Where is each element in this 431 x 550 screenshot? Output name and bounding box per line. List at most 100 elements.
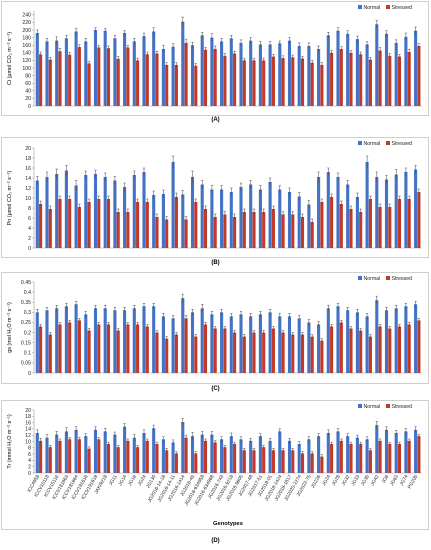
normal-bar	[161, 316, 165, 373]
x-tick-label: JG33	[350, 474, 361, 487]
normal-bar	[375, 425, 379, 473]
normal-bar	[239, 314, 243, 373]
y-tick-label: 14	[25, 176, 31, 182]
stressed-bar	[223, 447, 227, 473]
normal-bar	[93, 308, 98, 373]
y-tick-label: 140	[22, 51, 31, 57]
y-tick-label: 12	[25, 433, 31, 439]
stressed-bar	[87, 63, 91, 106]
stressed-bar	[310, 453, 314, 473]
stressed-bar	[262, 212, 266, 248]
normal-bar	[190, 45, 195, 106]
normal-bar	[220, 312, 224, 373]
y-tick-label: 16	[25, 166, 31, 172]
normal-bar	[336, 306, 340, 373]
stressed-bar	[48, 334, 52, 373]
normal-bar	[404, 306, 408, 373]
normal-bar	[84, 41, 88, 106]
stressed-bar	[339, 322, 343, 373]
normal-bar	[336, 431, 340, 473]
normal-bar	[220, 439, 224, 473]
stressed-bar	[368, 336, 372, 373]
normal-bar	[239, 439, 243, 473]
normal-bar	[35, 312, 39, 373]
stressed-bar	[174, 197, 178, 248]
normal-bar	[113, 434, 117, 473]
stressed-bar	[378, 50, 382, 106]
stressed-bar	[213, 217, 217, 248]
stressed-bar	[58, 440, 62, 473]
normal-bar	[64, 38, 68, 106]
stressed-bar	[378, 326, 382, 373]
normal-bar	[346, 184, 350, 248]
normal-bar	[55, 434, 59, 473]
y-tick-label: 0.35	[21, 300, 31, 306]
normal-bar	[287, 40, 292, 106]
y-tick-label: 2	[28, 236, 31, 242]
stressed-bar	[184, 318, 188, 373]
normal-bar	[365, 439, 369, 473]
normal-bar	[220, 41, 224, 106]
normal-bar	[190, 312, 195, 373]
normal-bar	[355, 312, 359, 373]
normal-bar	[181, 298, 185, 373]
stressed-bar	[155, 217, 159, 248]
stressed-bar	[320, 64, 324, 106]
stressed-bar	[407, 440, 411, 473]
normal-bar	[64, 170, 68, 248]
normal-bar	[220, 189, 224, 248]
stressed-bar	[291, 334, 295, 373]
stressed-bar	[300, 217, 305, 248]
stressed-bar	[262, 447, 266, 473]
stressed-bar	[184, 437, 188, 473]
legend-label-normal: Normal	[364, 5, 381, 11]
y-tick-label: 10	[25, 439, 31, 445]
normal-bar	[35, 33, 39, 106]
normal-bar	[210, 434, 214, 473]
stressed-bar	[359, 212, 363, 248]
normal-bar	[229, 38, 233, 106]
stressed-bar	[291, 214, 295, 248]
normal-bar	[414, 304, 418, 373]
stressed-bar	[271, 450, 275, 473]
normal-bar	[132, 437, 136, 473]
stressed-bar	[407, 52, 411, 106]
x-tick-label: JG74	[399, 474, 410, 487]
stressed-bar	[233, 217, 237, 248]
y-tick-label: 0.45	[21, 280, 31, 286]
stressed-bar	[68, 322, 72, 373]
normal-bar	[181, 194, 185, 248]
y-tick-label: 4	[28, 458, 31, 464]
legend-swatch-stressed	[386, 404, 390, 408]
stressed-bar	[378, 207, 382, 248]
stressed-bar	[281, 214, 285, 248]
stressed-bar	[203, 209, 208, 248]
normal-bar	[258, 314, 262, 373]
stressed-bar	[213, 442, 217, 473]
x-tick-label: JG36	[360, 474, 371, 487]
stressed-bar	[39, 54, 43, 106]
legend-label-normal: Normal	[364, 141, 381, 147]
normal-bar	[171, 318, 175, 373]
stressed-bar	[262, 60, 266, 106]
stressed-bar	[145, 440, 149, 473]
stressed-bar	[242, 336, 246, 373]
stressed-bar	[145, 54, 149, 106]
stressed-bar	[388, 328, 392, 373]
normal-bar	[249, 40, 253, 106]
stressed-bar	[87, 448, 91, 473]
stressed-bar	[359, 54, 363, 106]
normal-bar	[35, 180, 39, 248]
normal-bar	[35, 432, 39, 473]
stressed-bar	[233, 53, 237, 106]
normal-bar	[103, 177, 107, 248]
normal-bar	[414, 169, 418, 248]
stressed-bar	[252, 60, 256, 106]
legend-swatch-normal	[358, 141, 362, 145]
normal-bar	[249, 440, 253, 473]
normal-bar	[84, 436, 88, 473]
y-tick-label: 0.1	[24, 351, 31, 357]
stressed-bar	[300, 453, 305, 473]
normal-bar	[239, 187, 243, 248]
normal-bar	[307, 204, 311, 248]
